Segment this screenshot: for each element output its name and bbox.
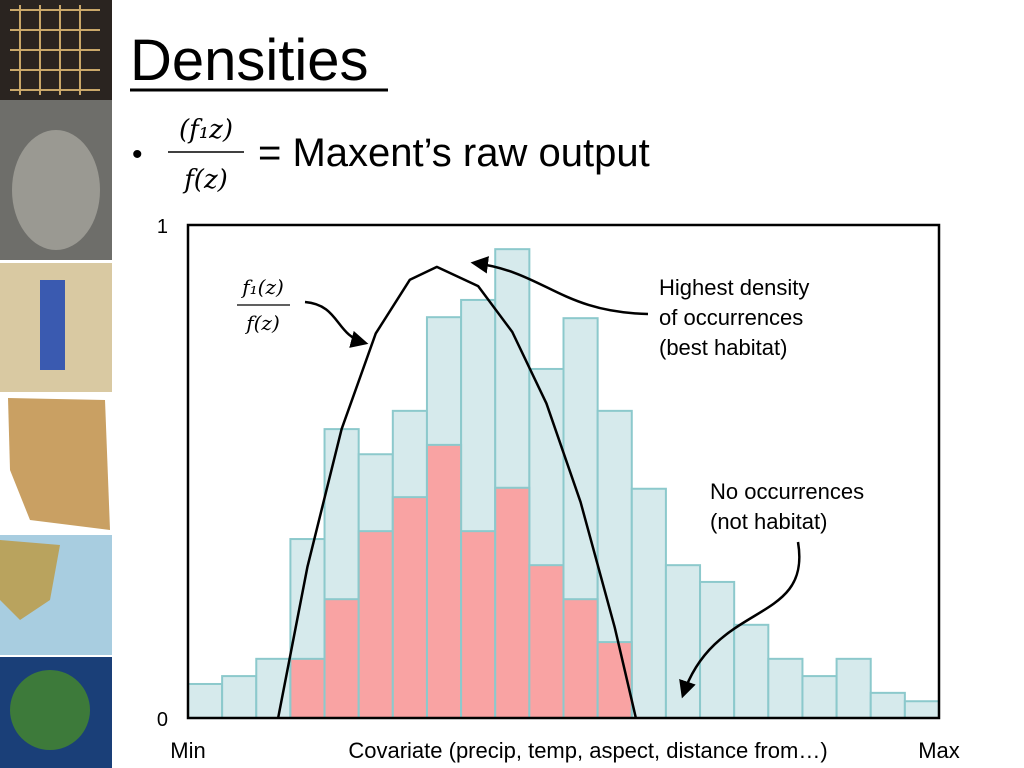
bar — [357, 530, 394, 720]
bar — [664, 564, 702, 719]
bar — [869, 691, 906, 719]
x-tick-label: Min — [170, 738, 205, 763]
bar — [801, 675, 838, 719]
bar — [187, 682, 224, 719]
bar — [699, 580, 736, 719]
bar — [391, 496, 428, 719]
bar — [323, 598, 360, 720]
y-tick-label: 1 — [157, 216, 168, 238]
annotation: (best habitat) — [659, 335, 787, 360]
annotation: Highest density — [659, 275, 809, 300]
bar — [562, 598, 599, 720]
arrow — [304, 300, 369, 348]
density-curve — [276, 265, 638, 719]
bar — [630, 487, 667, 719]
plot-frame — [186, 223, 941, 720]
bullet-text: = Maxent’s raw output — [258, 131, 650, 175]
bar — [903, 700, 941, 719]
formula-denominator: f(z) — [182, 165, 228, 195]
bar — [425, 443, 463, 719]
x-tick-label: Max — [918, 738, 960, 763]
bar — [528, 564, 565, 719]
image-strip — [0, 0, 112, 768]
bar — [835, 657, 872, 720]
annotation: No occurrences — [710, 479, 864, 504]
bar — [460, 530, 497, 720]
bar — [255, 657, 292, 720]
annotation: of occurrences — [659, 305, 803, 330]
y-tick-label: 0 — [157, 709, 168, 731]
bar — [767, 657, 804, 720]
bar — [221, 675, 258, 719]
x-axis-label: Covariate (precip, temp, aspect, distanc… — [348, 738, 827, 763]
arrow — [470, 256, 649, 316]
formula-numerator: (f₁z) — [179, 115, 233, 145]
ratio-denominator: f(z) — [244, 311, 280, 335]
ratio-numerator: f₁(z) — [240, 275, 284, 299]
annotation: (not habitat) — [710, 509, 827, 534]
plot — [187, 248, 941, 720]
slide-title: Densities — [130, 28, 369, 93]
bar — [596, 641, 633, 719]
bar — [289, 657, 326, 720]
bar — [733, 623, 770, 719]
bar — [494, 486, 531, 720]
arrow — [679, 541, 801, 699]
bullet-dot: • — [132, 138, 143, 171]
